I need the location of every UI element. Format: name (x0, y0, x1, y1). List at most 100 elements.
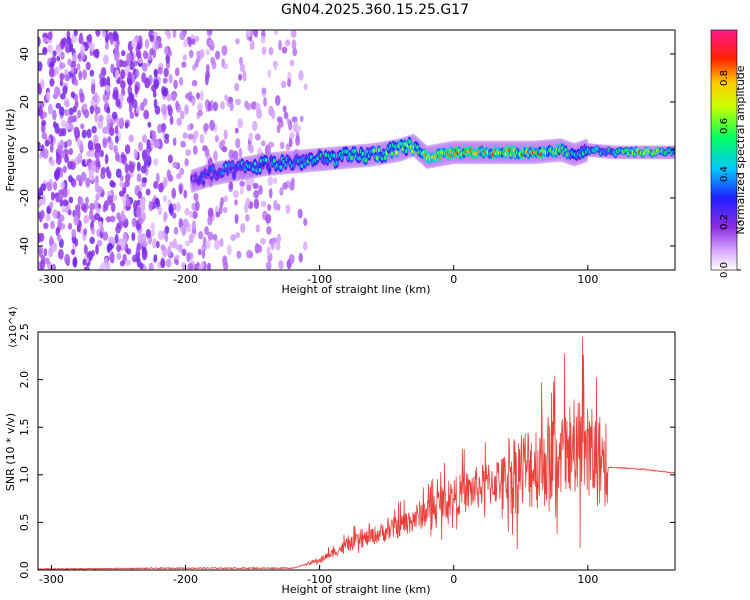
heat-cell (149, 48, 155, 56)
heat-cell (86, 128, 92, 139)
heat-cell (52, 209, 58, 219)
heat-cell (39, 259, 46, 270)
heat-cell (235, 98, 241, 106)
heat-cell (56, 233, 62, 242)
colorbar-label: Normalized spectral amplitude (734, 65, 747, 234)
heat-cell (249, 144, 254, 154)
heat-cell (279, 187, 284, 196)
heat-cell (168, 73, 173, 84)
heat-cell (81, 171, 87, 182)
heat-cell (115, 151, 120, 162)
heat-cell (178, 76, 184, 86)
heat-cell (82, 258, 87, 266)
heat-cell (289, 59, 295, 67)
heat-cell (115, 225, 122, 234)
heat-cell (124, 121, 129, 129)
heat-cell (221, 45, 228, 56)
heat-cell (113, 145, 118, 154)
heat-cell (271, 108, 276, 120)
heat-cell (125, 198, 131, 207)
heat-cell (95, 30, 101, 37)
heat-cell (77, 153, 83, 164)
heat-cell (47, 103, 53, 115)
heat-cell (299, 115, 304, 123)
heat-cell (115, 98, 121, 108)
heat-cell (246, 30, 252, 38)
heat-cell (165, 54, 170, 64)
heat-cell (61, 205, 66, 213)
heat-cell (53, 121, 57, 129)
heat-cell (210, 175, 213, 181)
heat-cell (167, 49, 173, 57)
heat-cell (83, 244, 88, 255)
heat-cell (298, 158, 302, 163)
heat-cell (38, 106, 43, 117)
heat-cell (199, 49, 205, 59)
heat-cell (136, 105, 141, 114)
heat-cell (176, 173, 182, 180)
heat-cell (55, 102, 62, 109)
heat-cell (124, 163, 130, 174)
heat-cell (250, 39, 255, 51)
heat-cell (142, 50, 149, 60)
heat-cell (104, 84, 111, 92)
heat-cell (152, 90, 157, 98)
heat-cell (46, 91, 51, 101)
heat-cell (105, 40, 109, 50)
heat-cell (254, 133, 261, 141)
spectrogram-heatmap (38, 30, 675, 270)
heat-cell (80, 123, 85, 130)
heat-cell (119, 93, 124, 103)
heat-cell (73, 30, 78, 37)
heat-cell (184, 104, 189, 115)
heat-cell (185, 93, 191, 100)
heat-cell (214, 239, 220, 251)
heat-cell (235, 232, 241, 239)
y-tick-label: 2.5 (18, 323, 31, 341)
heat-cell (38, 36, 41, 47)
heat-cell (100, 225, 104, 234)
heat-cell (158, 182, 164, 193)
heat-cell (172, 137, 177, 147)
heat-cell (182, 54, 187, 61)
heat-cell (50, 191, 55, 201)
heat-cell (38, 61, 43, 72)
heat-cell (50, 220, 55, 230)
page-title: GN04.2025.360.15.25.G17 (280, 2, 470, 18)
heat-cell (252, 182, 259, 190)
heat-cell (153, 140, 160, 149)
heat-cell (107, 195, 113, 206)
heat-cell (220, 197, 225, 205)
heat-cell (218, 206, 223, 215)
heat-cell (92, 134, 99, 144)
heat-cell (204, 226, 209, 236)
heat-cell (293, 120, 298, 131)
heat-cell (93, 92, 99, 101)
heat-cell (390, 151, 394, 157)
heat-cell (295, 135, 301, 146)
heat-cell (246, 184, 252, 192)
heat-cell (194, 60, 199, 68)
heat-cell (274, 95, 281, 106)
heat-cell (172, 212, 177, 219)
heat-cell (55, 87, 61, 97)
heat-cell (250, 101, 257, 110)
heat-cell (230, 234, 236, 241)
heat-cell (303, 218, 308, 227)
heat-cell (51, 263, 57, 270)
heat-cell (142, 152, 148, 162)
heat-cell (267, 69, 272, 78)
heat-cell (91, 125, 97, 134)
heat-cell (114, 69, 120, 80)
heat-cell (115, 168, 122, 179)
x-tick-label: -100 (307, 273, 332, 286)
heat-cell (42, 46, 48, 56)
heat-cell (231, 162, 234, 168)
heat-cell (79, 92, 85, 103)
heat-cell (276, 124, 281, 134)
heat-cell (43, 222, 49, 230)
heat-cell (131, 232, 136, 242)
heat-cell (204, 148, 210, 158)
heat-cell (74, 99, 79, 109)
heat-cell (128, 103, 133, 114)
